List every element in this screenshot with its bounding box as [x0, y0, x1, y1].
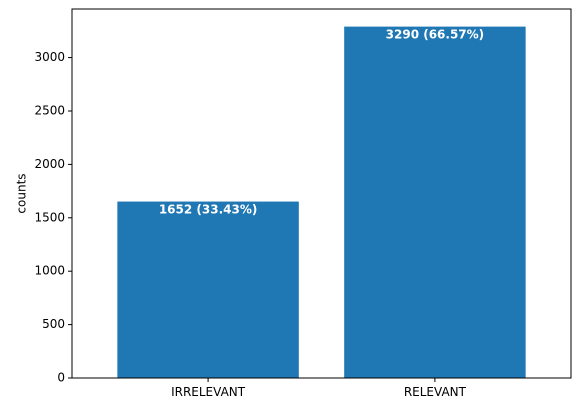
data-label-relevant: 3290 (66.57%) [386, 28, 485, 42]
x-tick-label: IRRELEVANT [171, 385, 246, 399]
y-axis: 0 500 1000 1500 2000 2500 3000 [34, 50, 72, 385]
x-tick-label: RELEVANT [404, 385, 467, 399]
y-tick-label: 1000 [34, 264, 65, 278]
y-tick-label: 1500 [34, 210, 65, 224]
data-labels-layer: 1652 (33.43%) 3290 (66.57%) [159, 28, 484, 217]
data-label-irrelevant: 1652 (33.43%) [159, 203, 258, 217]
y-tick-label: 2500 [34, 103, 65, 117]
y-tick-label: 2000 [34, 157, 65, 171]
x-axis: IRRELEVANT RELEVANT [171, 378, 467, 399]
bars-layer [117, 26, 526, 378]
bar-irrelevant [117, 201, 299, 378]
y-tick-label: 500 [42, 317, 65, 331]
plot-area-frame [71, 8, 572, 379]
y-axis-label: counts [15, 173, 29, 213]
y-tick-label: 3000 [34, 50, 65, 64]
bar-relevant [344, 26, 526, 378]
y-tick-label: 0 [57, 371, 65, 385]
